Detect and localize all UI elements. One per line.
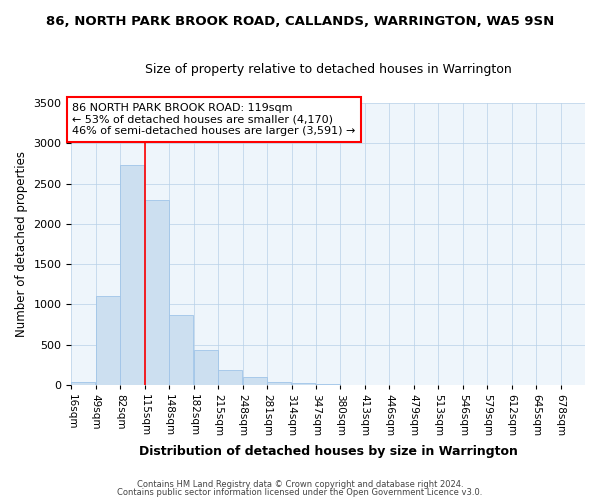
Bar [71, 382, 95, 385]
Bar [96, 296, 120, 385]
Text: 86, NORTH PARK BROOK ROAD, CALLANDS, WARRINGTON, WA5 9SN: 86, NORTH PARK BROOK ROAD, CALLANDS, WAR… [46, 15, 554, 28]
Bar [316, 384, 340, 385]
Text: Contains HM Land Registry data © Crown copyright and database right 2024.: Contains HM Land Registry data © Crown c… [137, 480, 463, 489]
Bar [169, 314, 193, 385]
Bar [145, 200, 169, 385]
Bar [218, 370, 242, 385]
Bar [292, 384, 316, 385]
Bar [121, 165, 144, 385]
Bar [242, 378, 266, 385]
Text: 86 NORTH PARK BROOK ROAD: 119sqm
← 53% of detached houses are smaller (4,170)
46: 86 NORTH PARK BROOK ROAD: 119sqm ← 53% o… [72, 103, 356, 136]
Title: Size of property relative to detached houses in Warrington: Size of property relative to detached ho… [145, 62, 512, 76]
Y-axis label: Number of detached properties: Number of detached properties [15, 151, 28, 337]
X-axis label: Distribution of detached houses by size in Warrington: Distribution of detached houses by size … [139, 444, 518, 458]
Bar [267, 382, 291, 385]
Text: Contains public sector information licensed under the Open Government Licence v3: Contains public sector information licen… [118, 488, 482, 497]
Bar [194, 350, 218, 385]
